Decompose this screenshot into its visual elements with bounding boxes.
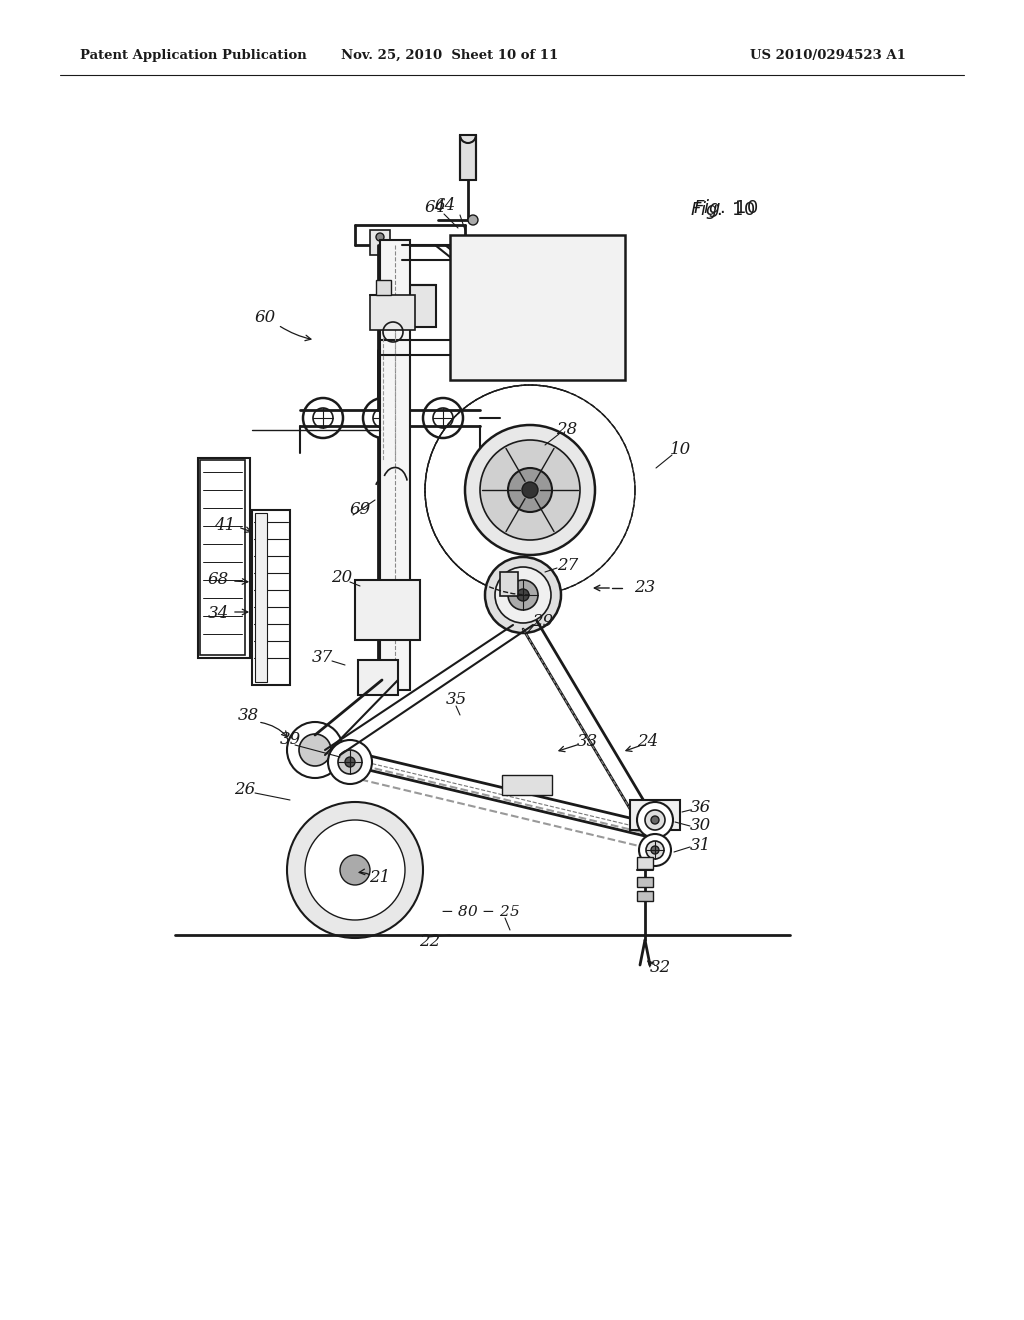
Circle shape <box>508 469 552 512</box>
Circle shape <box>508 579 538 610</box>
Bar <box>355 579 420 640</box>
Text: $\it{Fig.}$ $\it{10}$: $\it{Fig.}$ $\it{10}$ <box>693 197 758 219</box>
Circle shape <box>468 215 478 224</box>
Circle shape <box>522 482 538 498</box>
Text: 21: 21 <box>370 869 390 886</box>
Circle shape <box>299 734 331 766</box>
Text: 22: 22 <box>420 933 440 950</box>
Bar <box>460 135 476 180</box>
Text: 23: 23 <box>635 579 655 597</box>
Circle shape <box>485 557 561 634</box>
Text: 37: 37 <box>311 649 333 667</box>
Circle shape <box>287 803 423 939</box>
Text: 64: 64 <box>424 198 445 215</box>
Bar <box>198 458 250 657</box>
Text: 41: 41 <box>214 516 236 533</box>
Bar <box>370 294 415 330</box>
Bar <box>255 513 267 682</box>
Circle shape <box>651 816 659 824</box>
Circle shape <box>305 820 406 920</box>
Text: Patent Application Publication: Patent Application Publication <box>80 49 307 62</box>
Circle shape <box>645 810 665 830</box>
Text: $\it{Fig.}$ $\it{10}$: $\it{Fig.}$ $\it{10}$ <box>690 199 756 220</box>
Bar <box>630 800 680 830</box>
Text: 35: 35 <box>445 692 467 709</box>
Bar <box>370 230 390 255</box>
Bar <box>358 660 398 696</box>
Text: 31: 31 <box>689 837 711 854</box>
Text: 27: 27 <box>557 557 579 573</box>
Text: 30: 30 <box>689 817 711 834</box>
Text: 34: 34 <box>208 605 228 622</box>
Text: 68: 68 <box>208 572 228 589</box>
Circle shape <box>639 834 671 866</box>
Text: 10: 10 <box>670 441 690 458</box>
Circle shape <box>517 589 529 601</box>
Text: 20: 20 <box>332 569 352 586</box>
Circle shape <box>340 855 370 884</box>
Circle shape <box>646 841 664 859</box>
Text: 39: 39 <box>280 731 301 748</box>
Bar <box>388 285 436 327</box>
Text: 33: 33 <box>577 734 598 751</box>
Circle shape <box>338 750 362 774</box>
Circle shape <box>328 741 372 784</box>
Text: US 2010/0294523 A1: US 2010/0294523 A1 <box>750 49 906 62</box>
Bar <box>376 280 391 294</box>
Circle shape <box>303 399 343 438</box>
Circle shape <box>345 756 355 767</box>
Bar <box>500 572 518 597</box>
Bar <box>637 891 653 902</box>
Circle shape <box>637 803 673 838</box>
Circle shape <box>651 846 659 854</box>
Bar <box>380 240 410 690</box>
Bar <box>450 235 625 380</box>
Text: 36: 36 <box>689 800 711 817</box>
Circle shape <box>465 425 595 554</box>
Circle shape <box>362 399 403 438</box>
Circle shape <box>480 440 580 540</box>
Text: 28: 28 <box>556 421 578 438</box>
Circle shape <box>376 234 384 242</box>
Circle shape <box>495 568 551 623</box>
Text: 64: 64 <box>434 197 456 214</box>
Text: 60: 60 <box>254 309 275 326</box>
Circle shape <box>423 399 463 438</box>
Text: 29: 29 <box>532 614 554 631</box>
Text: 32: 32 <box>649 960 671 977</box>
Text: Nov. 25, 2010  Sheet 10 of 11: Nov. 25, 2010 Sheet 10 of 11 <box>341 49 559 62</box>
Bar <box>637 857 653 869</box>
Bar <box>200 459 245 655</box>
Bar <box>252 510 290 685</box>
Text: 26: 26 <box>234 781 256 799</box>
Bar <box>637 876 653 887</box>
Text: 69: 69 <box>349 502 371 519</box>
Text: $-$ 80 $-$ 25: $-$ 80 $-$ 25 <box>440 904 520 920</box>
Bar <box>502 775 552 795</box>
Circle shape <box>287 722 343 777</box>
Text: 38: 38 <box>238 706 259 723</box>
Text: 24: 24 <box>637 734 658 751</box>
